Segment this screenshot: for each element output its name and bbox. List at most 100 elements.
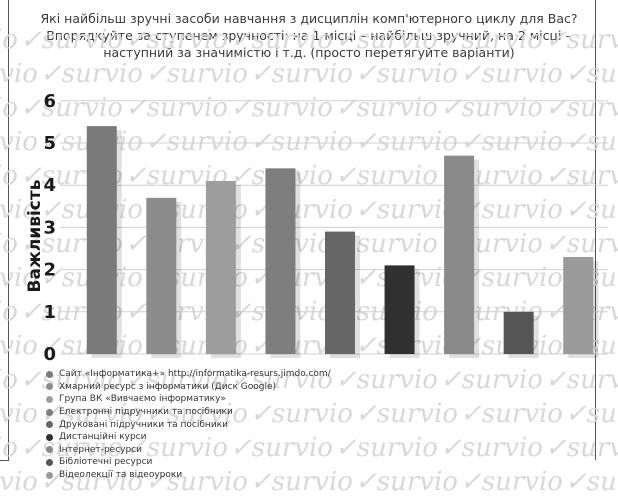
y-axis-ticks: 0 1 2 3 4 5 6 <box>43 91 56 365</box>
watermark-text: ✓survio <box>250 127 353 157</box>
legend-label: Друковані підручники та посібники <box>59 419 228 430</box>
watermark-text: ✓survio <box>230 93 333 123</box>
watermark-text: ✓survio <box>250 59 353 89</box>
watermark-text: ✓survio <box>565 59 618 89</box>
watermark-text: ✓survio <box>0 93 18 123</box>
bar <box>503 311 534 354</box>
watermark-text: ✓survio <box>0 365 18 395</box>
watermark-text: ✓survio <box>440 365 543 395</box>
y-tick-label: 1 <box>43 302 56 323</box>
watermark-text: ✓survio <box>0 25 18 55</box>
legend: Сайт «Інформатика+» http://informatika-r… <box>46 368 331 481</box>
watermark-text: ✓survio <box>460 59 563 89</box>
watermark-text: ✓survio <box>0 161 18 191</box>
legend-item: Хмарний ресурс з інформатики (Диск Googl… <box>46 381 331 394</box>
watermark-text: ✓survio <box>40 59 143 89</box>
watermark-text: ✓survio <box>355 127 458 157</box>
legend-swatch <box>46 458 53 466</box>
watermark-text: ✓survio <box>145 467 248 497</box>
legend-item: Електронні підручники та посібники <box>46 406 331 419</box>
watermark-text: ✓survio <box>545 365 618 395</box>
legend-swatch <box>46 471 53 479</box>
watermark-text: ✓survio <box>565 399 618 429</box>
watermark-text: ✓survio <box>250 467 353 497</box>
watermark-text: ✓survio <box>355 399 458 429</box>
legend-swatch <box>46 408 53 416</box>
legend-swatch <box>46 383 53 391</box>
legend-label: Відеолекції та відеоуроки <box>59 470 183 481</box>
watermark-text: ✓survio <box>0 399 38 429</box>
watermark-text: ✓survio <box>440 25 543 55</box>
legend-label: Сайт «Інформатика+» http://informatika-r… <box>59 369 331 380</box>
page-border <box>8 0 596 460</box>
watermark-text: ✓survio <box>0 229 18 259</box>
watermark-text: ✓survio <box>460 263 563 293</box>
watermark-text: ✓survio <box>440 93 543 123</box>
legend-item: Інтернет-ресурси <box>46 444 331 457</box>
legend-label: Інтернет-ресурси <box>59 444 142 455</box>
legend-label: Бібліотечні ресурси <box>59 457 153 468</box>
legend-swatch <box>46 446 53 454</box>
bar <box>265 168 296 354</box>
watermark-text: ✓survio <box>145 127 248 157</box>
watermark-text: ✓survio <box>125 25 228 55</box>
watermark-text: ✓survio <box>0 127 38 157</box>
y-tick-label: 6 <box>43 91 56 112</box>
watermark-text: ✓survio <box>545 433 618 463</box>
watermark-text: ✓survio <box>335 93 438 123</box>
bar <box>86 126 117 355</box>
legend-swatch <box>46 433 53 441</box>
watermark-text: ✓survio <box>545 229 618 259</box>
y-tick-label: 3 <box>43 217 56 238</box>
watermark-text: ✓survio <box>355 59 458 89</box>
watermark-text: ✓survio <box>40 399 143 429</box>
page-border-tick <box>0 460 9 461</box>
watermark-text: ✓survio <box>230 25 333 55</box>
watermark-text: ✓survio <box>230 433 333 463</box>
y-tick-label: 4 <box>43 175 56 196</box>
legend-item: Друковані підручники та посібники <box>46 418 331 431</box>
legend-label: Дистанційні курси <box>59 432 147 443</box>
watermark-text: ✓survio <box>335 433 438 463</box>
watermark-text: ✓survio <box>545 93 618 123</box>
legend-item: Відеолекції та відеоуроки <box>46 469 331 482</box>
legend-swatch <box>46 395 53 403</box>
legend-item: Сайт «Інформатика+» http://informatika-r… <box>46 368 331 381</box>
watermark-text: ✓survio <box>125 93 228 123</box>
legend-item: Група ВК «Вивчаємо інформатику» <box>46 393 331 406</box>
watermark-text: ✓survio <box>20 25 123 55</box>
watermark-text: ✓survio <box>0 331 38 361</box>
watermark-text: ✓survio <box>565 127 618 157</box>
bars <box>86 126 599 358</box>
watermark-text: ✓survio <box>545 161 618 191</box>
bar <box>563 256 594 354</box>
watermark-text: ✓survio <box>145 399 248 429</box>
watermark-text: ✓survio <box>20 433 123 463</box>
legend-swatch <box>46 370 53 378</box>
watermark-text: ✓survio <box>125 433 228 463</box>
legend-item: Бібліотечні ресурси <box>46 456 331 469</box>
chart-title: Які найбільш зручні засоби навчання з ди… <box>40 11 578 60</box>
legend-swatch <box>46 421 53 429</box>
watermark-text: ✓survio <box>0 59 38 89</box>
legend-label: Електронні підручники та посібники <box>59 407 233 418</box>
watermark-text: ✓survio <box>545 25 618 55</box>
y-tick-label: 5 <box>43 133 56 154</box>
watermark-text: ✓survio <box>250 399 353 429</box>
y-axis-label: Важливість <box>25 180 45 293</box>
watermark-text: ✓survio <box>0 297 18 327</box>
watermark-text: ✓survio <box>335 365 438 395</box>
watermark-text: ✓survio <box>0 263 38 293</box>
watermark-text: ✓survio <box>460 399 563 429</box>
bar <box>325 231 355 354</box>
watermark-text: ✓survio <box>460 467 563 497</box>
watermark-text: ✓survio <box>335 25 438 55</box>
y-tick-label: 2 <box>43 260 56 281</box>
watermark-text: ✓survio <box>0 433 18 463</box>
bar <box>444 155 475 354</box>
watermark-text: ✓survio <box>460 195 563 225</box>
bar <box>205 180 236 354</box>
legend-label: Хмарний ресурс з інформатики (Диск Googl… <box>59 381 277 392</box>
watermark-text: ✓survio <box>355 195 458 225</box>
watermark-text: ✓survio <box>460 127 563 157</box>
